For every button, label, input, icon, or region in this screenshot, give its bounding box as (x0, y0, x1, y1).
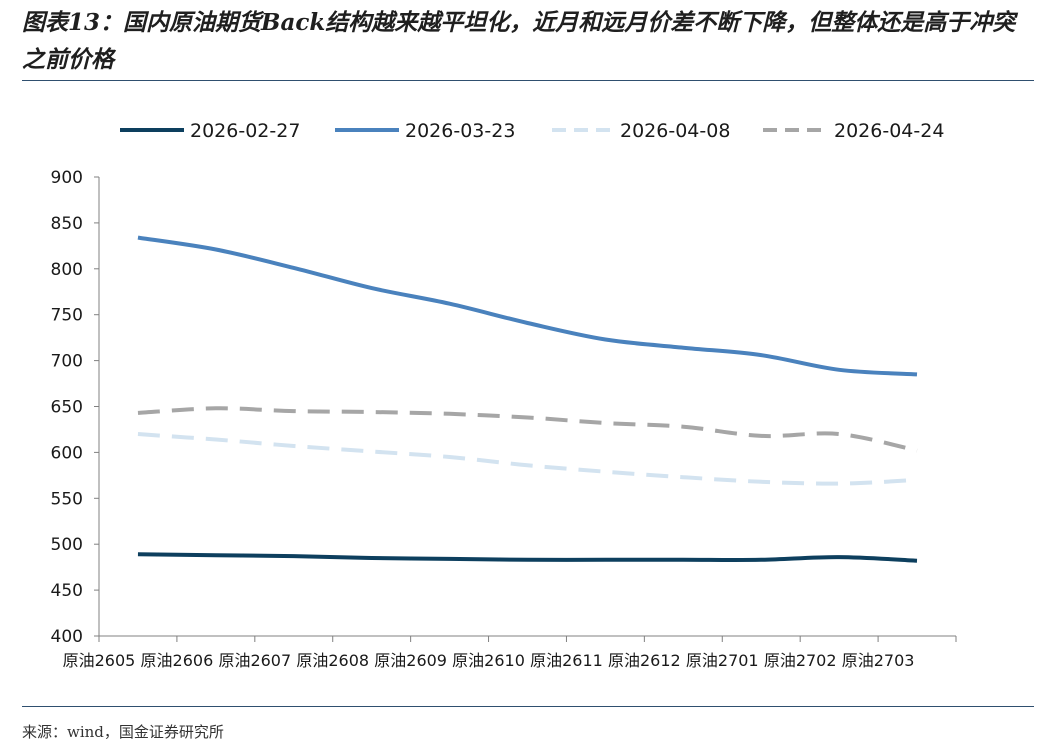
y-axis: 400 450 500 550 600 650 700 750 800 850 900 (51, 168, 100, 647)
y-tick-label: 800 (51, 260, 83, 280)
chart-legend: 2026-02-27 2026-03-23 2026-04-08 2026-04-24 (120, 120, 944, 142)
legend-item: 2026-03-23 (335, 120, 515, 142)
x-tick-label: 原油2605 (63, 651, 136, 670)
series-line-2026-04-24 (137, 406, 918, 453)
y-tick-label: 550 (51, 489, 83, 509)
source-divider (22, 706, 1034, 707)
x-tick-label: 原油2608 (296, 651, 369, 670)
x-tick-label: 原油2610 (452, 651, 525, 670)
title-divider (22, 80, 1034, 81)
source-note: 来源：wind，国金证券研究所 (22, 723, 224, 741)
legend-label: 2026-02-27 (190, 120, 300, 142)
x-tick-label: 原油2607 (218, 651, 291, 670)
y-tick-label: 750 (51, 306, 83, 326)
legend-item: 2026-04-08 (552, 120, 730, 142)
series-line-2026-02-27 (137, 552, 918, 563)
legend-label: 2026-03-23 (405, 120, 515, 142)
legend-item: 2026-04-24 (763, 120, 944, 142)
y-tick-label: 500 (51, 535, 83, 555)
y-tick-label: 450 (51, 581, 83, 601)
y-tick-label: 400 (51, 627, 83, 647)
figure-title: 图表13：国内原油期货Back结构越来越平坦化，近月和远月价差不断下降，但整体还… (22, 9, 1016, 73)
series-line-2026-04-08 (137, 432, 918, 486)
legend-label: 2026-04-08 (620, 120, 730, 142)
y-tick-label: 600 (51, 443, 83, 463)
x-tick-label: 原油2611 (530, 651, 603, 670)
x-tick-label: 原油2703 (842, 651, 915, 670)
legend-item: 2026-02-27 (120, 120, 300, 142)
x-tick-label: 原油2612 (608, 651, 681, 670)
y-tick-label: 650 (51, 398, 83, 418)
legend-label: 2026-04-24 (834, 120, 944, 142)
y-tick-label: 850 (51, 214, 83, 234)
line-chart: 2026-02-27 2026-03-23 2026-04-08 2026-04-24… (51, 120, 957, 670)
series-line-2026-03-23 (137, 235, 918, 377)
x-tick-label: 原油2701 (686, 651, 759, 670)
x-axis: 原油2605 原油2606 原油2607 原油2608 原油2609 原油2610 原油26… (63, 635, 957, 670)
x-tick-label: 原油2606 (141, 651, 214, 670)
y-tick-label: 900 (51, 168, 83, 188)
x-tick-label: 原油2609 (374, 651, 447, 670)
series-layer (137, 235, 918, 563)
x-tick-label: 原油2702 (764, 651, 837, 670)
y-tick-label: 700 (51, 352, 83, 372)
